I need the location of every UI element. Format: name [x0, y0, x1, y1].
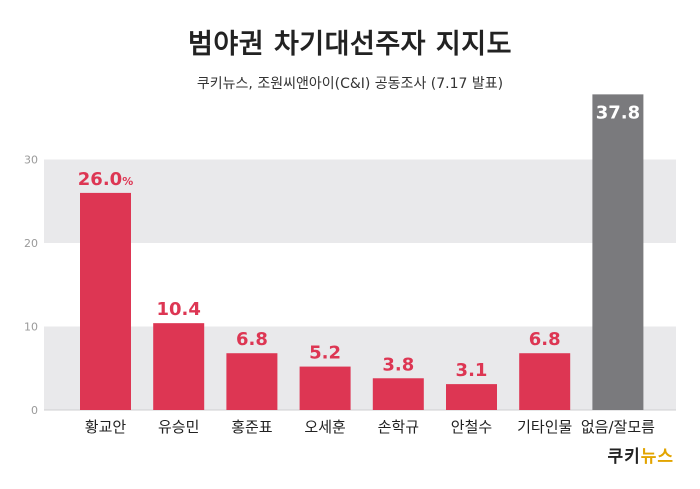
grid-bands — [44, 159, 676, 411]
y-tick-label: 10 — [24, 321, 38, 334]
category-label: 손학규 — [378, 418, 419, 436]
data-label: 3.8 — [382, 354, 414, 375]
grid-band — [44, 159, 676, 243]
category-label: 안철수 — [451, 418, 492, 436]
data-label: 5.2 — [309, 343, 341, 364]
data-label: 26.0% — [78, 169, 133, 190]
grid-band — [44, 326, 676, 410]
bar — [519, 353, 571, 410]
kukinews-logo: 쿠키뉴스 — [607, 442, 674, 467]
chart-title: 범야권 차기대선주자 지지도 — [188, 29, 512, 60]
y-tick-label: 20 — [24, 237, 38, 250]
bar — [372, 378, 424, 410]
bar — [226, 353, 278, 410]
bar — [592, 94, 644, 411]
data-label: 6.8 — [236, 329, 268, 350]
category-label: 기타인물 — [517, 418, 572, 436]
data-label: 37.8 — [596, 102, 640, 123]
logo-part1: 쿠키 — [607, 447, 641, 467]
y-axis: 0 10 20 30 — [24, 154, 38, 418]
chart-subtitle: 쿠키뉴스, 조원씨앤아이(C&I) 공동조사 (7.17 발표) — [196, 76, 504, 92]
logo-part2: 뉴스 — [640, 447, 674, 467]
category-label: 없음/잘모름 — [581, 418, 655, 436]
data-label: 10.4 — [156, 299, 200, 320]
category-label: 유승민 — [158, 418, 199, 436]
bars: 26.0% 10.4 6.8 5.2 3.8 3.1 6.8 37.8 — [78, 94, 644, 411]
data-label: 3.1 — [456, 360, 488, 381]
category-label: 오세훈 — [304, 418, 345, 436]
data-label-unit: % — [122, 175, 133, 188]
y-tick-label: 0 — [31, 404, 38, 417]
bar — [299, 366, 351, 410]
category-label: 홍준표 — [231, 418, 273, 436]
data-label: 6.8 — [529, 329, 561, 350]
bar — [80, 192, 131, 410]
bar — [153, 323, 205, 410]
bar — [446, 384, 497, 410]
x-axis: 황교안 유승민 홍준표 오세훈 손학규 안철수 기타인물 없음/잘모름 — [85, 418, 655, 436]
category-label: 황교안 — [85, 418, 127, 436]
y-tick-label: 30 — [24, 154, 38, 167]
